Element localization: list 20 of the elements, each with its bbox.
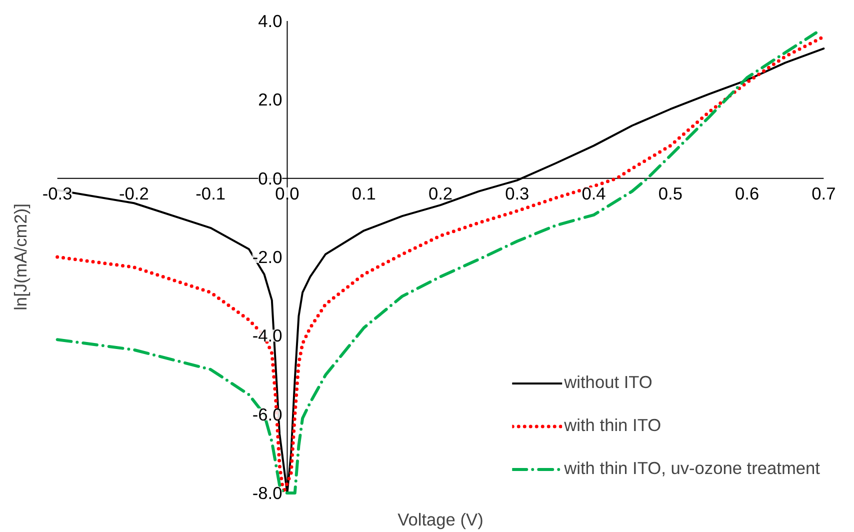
x-tick-label: 0.2 [428,183,453,204]
x-tick-label: -0.3 [42,183,72,204]
legend-label: with thin ITO, uv-ozone treatment [564,458,820,479]
y-tick-label: -2.0 [252,247,282,267]
x-tick-label: 0.5 [658,183,682,204]
legend-label: with thin ITO [564,415,662,436]
x-tick-label: 0.4 [582,183,606,204]
x-tick-label: -0.2 [119,183,149,204]
x-tick-label: 0.3 [505,183,530,204]
y-tick-label: 0.0 [258,168,282,188]
y-tick-label: -8.0 [252,482,282,503]
legend-label: without ITO [564,372,652,393]
x-tick-label: 0.6 [735,183,760,204]
x-tick-label: 0.7 [812,183,836,204]
y-tick-label: 4.0 [258,11,282,32]
x-tick-label: -0.1 [196,183,226,204]
x-tick-label: 0.1 [352,183,376,204]
y-tick-label: 2.0 [258,90,282,110]
x-axis-title: Voltage (V) [398,510,484,530]
y-axis-title: ln[J(mA/cm2)] [10,204,30,310]
